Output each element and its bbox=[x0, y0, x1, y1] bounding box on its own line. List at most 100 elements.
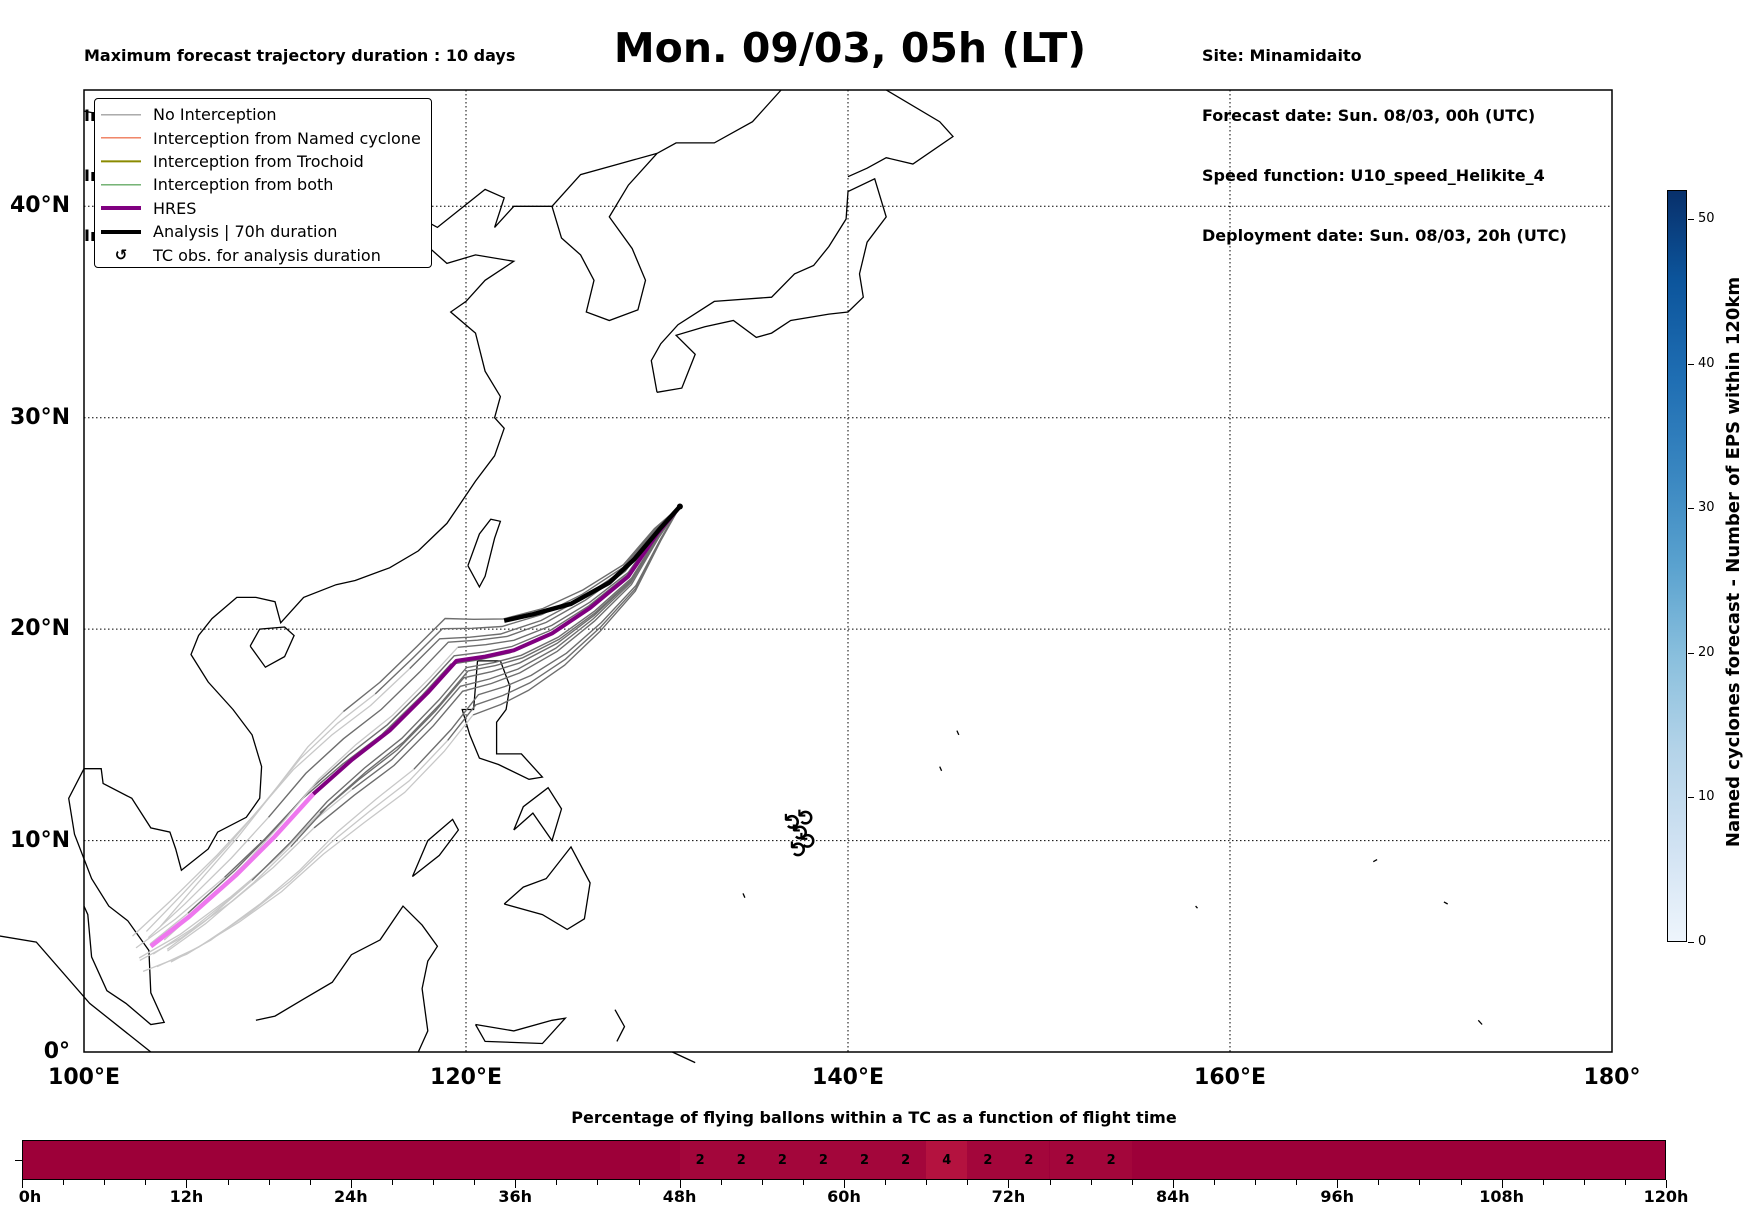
timeline-minor-tick bbox=[1131, 1180, 1133, 1185]
legend-item: Interception from both bbox=[101, 173, 425, 196]
timeline-minor-tick bbox=[1378, 1180, 1380, 1185]
legend-label: Analysis | 70h duration bbox=[153, 222, 338, 242]
timeline-cell: 2 bbox=[679, 1141, 721, 1179]
timeline-minor-tick bbox=[926, 1180, 928, 1185]
legend-swatch bbox=[101, 180, 141, 190]
colorbar bbox=[1667, 190, 1687, 942]
timeline-cell: 2 bbox=[1090, 1141, 1132, 1179]
cyclone-symbol-icon: ↺ bbox=[797, 831, 822, 849]
timeline-major-tick bbox=[679, 1180, 681, 1188]
colorbar-tick-label: 20 bbox=[1698, 644, 1715, 660]
colorbar-tick-label: 40 bbox=[1698, 355, 1715, 371]
colorbar-tick bbox=[1688, 652, 1694, 654]
timeline-minor-tick bbox=[1583, 1180, 1585, 1185]
timeline-minor-tick bbox=[1419, 1180, 1421, 1185]
timeline-minor-tick bbox=[597, 1180, 599, 1185]
legend-item: Interception from Trochoid bbox=[101, 150, 425, 173]
timeline-major-tick bbox=[844, 1180, 845, 1188]
legend-item: ↺ TC obs. for analysis duration bbox=[101, 243, 425, 266]
timeline-minor-tick bbox=[391, 1180, 393, 1185]
cyclone-symbol-icon: ↺ bbox=[781, 812, 806, 830]
header-right-line: Forecast date: Sun. 08/03, 00h (UTC) bbox=[1202, 106, 1536, 125]
timeline-minor-tick bbox=[556, 1180, 558, 1185]
longitude-label: 180° bbox=[1583, 1065, 1641, 1090]
timeline-cell: 2 bbox=[802, 1141, 844, 1179]
timeline-major-tick bbox=[1337, 1180, 1339, 1188]
cyclone-symbol-icon: ↺ bbox=[787, 840, 812, 858]
hres-track-late bbox=[149, 792, 315, 949]
latitude-label: 40°N bbox=[9, 193, 70, 219]
timeline-minor-tick bbox=[1460, 1180, 1462, 1185]
timeline-minor-tick bbox=[227, 1180, 229, 1185]
timeline-tick-label: 120h bbox=[1643, 1187, 1689, 1206]
legend-label: TC obs. for analysis duration bbox=[153, 245, 381, 265]
timeline-minor-tick bbox=[1255, 1180, 1256, 1185]
timeline-major-tick bbox=[1501, 1180, 1503, 1188]
legend-label: Interception from Trochoid bbox=[153, 151, 364, 171]
timeline-tick-label: 24h bbox=[333, 1187, 368, 1206]
timeline-cell: 2 bbox=[761, 1141, 803, 1179]
timeline-minor-tick bbox=[1542, 1180, 1544, 1185]
legend-label: Interception from both bbox=[153, 175, 334, 195]
timeline-cell: 2 bbox=[1008, 1141, 1050, 1179]
timeline-tick-label: 36h bbox=[498, 1187, 533, 1206]
legend-label: Interception from Named cyclone bbox=[153, 128, 421, 148]
timeline-major-tick bbox=[515, 1180, 517, 1188]
longitude-label: 140°E bbox=[812, 1065, 884, 1090]
legend-item: HRES bbox=[101, 197, 425, 220]
colorbar-tick bbox=[1688, 508, 1694, 510]
map-frame bbox=[83, 89, 1613, 1053]
colorbar-tick-label: 50 bbox=[1698, 210, 1715, 226]
timeline-tick-label: 12h bbox=[169, 1187, 204, 1206]
timeline-tick-label: 48h bbox=[662, 1187, 697, 1206]
timeline-cell: 2 bbox=[720, 1141, 762, 1179]
ensemble-trajectories bbox=[132, 505, 681, 973]
timeline-minor-tick bbox=[268, 1180, 270, 1185]
latitude-label: 20°N bbox=[9, 616, 70, 642]
header-right-info: Site: Minamidaito Forecast date: Sun. 08… bbox=[1202, 6, 1567, 266]
timeline-major-tick bbox=[1172, 1180, 1174, 1188]
header-right-line: Site: Minamidaito bbox=[1202, 46, 1362, 65]
timeline-cell: 2 bbox=[885, 1141, 927, 1179]
timeline-major-tick bbox=[186, 1180, 188, 1188]
analysis-track bbox=[503, 504, 682, 623]
timeline-minor-tick bbox=[720, 1180, 722, 1185]
colorbar-tick-label: 10 bbox=[1698, 789, 1715, 805]
colorbar-title: Named cyclones forecast - Number of EPS … bbox=[1723, 276, 1744, 848]
timeline-cell: 4 bbox=[926, 1141, 968, 1179]
timeline-minor-tick bbox=[63, 1180, 65, 1185]
timeline-tick-label: 72h bbox=[991, 1187, 1026, 1206]
header-right-line: Deployment date: Sun. 08/03, 20h (UTC) bbox=[1202, 226, 1567, 245]
timeline-title: Percentage of flying ballons within a TC… bbox=[571, 1108, 1177, 1127]
latitude-label: 30°N bbox=[9, 404, 70, 430]
timeline-minor-tick bbox=[309, 1180, 311, 1185]
timeline-minor-tick bbox=[1213, 1180, 1215, 1185]
timeline-minor-tick bbox=[1624, 1180, 1626, 1185]
header-left-line: Maximum forecast trajectory duration : 1… bbox=[84, 46, 516, 65]
timeline-tick-label: 96h bbox=[1320, 1187, 1355, 1206]
timeline-minor-tick bbox=[145, 1180, 147, 1185]
legend-label: No Interception bbox=[153, 105, 277, 125]
timeline-minor-tick bbox=[885, 1180, 887, 1185]
timeline-minor-tick bbox=[638, 1180, 640, 1185]
latitude-label: 10°N bbox=[9, 827, 70, 853]
timeline-tick-label: 60h bbox=[827, 1187, 861, 1206]
longitude-label: 120°E bbox=[430, 1065, 502, 1090]
colorbar-tick-label: 0 bbox=[1698, 934, 1707, 949]
map-legend: No Interception Interception from Named c… bbox=[94, 98, 432, 268]
timeline-minor-tick bbox=[433, 1180, 434, 1185]
colorbar-tick bbox=[1688, 363, 1694, 365]
legend-label: HRES bbox=[153, 198, 197, 218]
timeline-tick-label: 84h bbox=[1155, 1187, 1190, 1206]
timeline-minor-tick bbox=[802, 1180, 804, 1185]
legend-item: Interception from Named cyclone bbox=[101, 126, 425, 149]
cyclone-symbol-icon: ↺ bbox=[789, 823, 814, 841]
legend-swatch bbox=[101, 156, 141, 166]
site-marker bbox=[676, 503, 683, 510]
cyclone-symbol-icon: ↺ bbox=[795, 808, 820, 826]
timeline-minor-tick bbox=[967, 1180, 969, 1185]
timeline-major-tick bbox=[22, 1180, 23, 1188]
legend-item: Analysis | 70h duration bbox=[101, 220, 425, 243]
forecast-tracks bbox=[149, 503, 683, 949]
